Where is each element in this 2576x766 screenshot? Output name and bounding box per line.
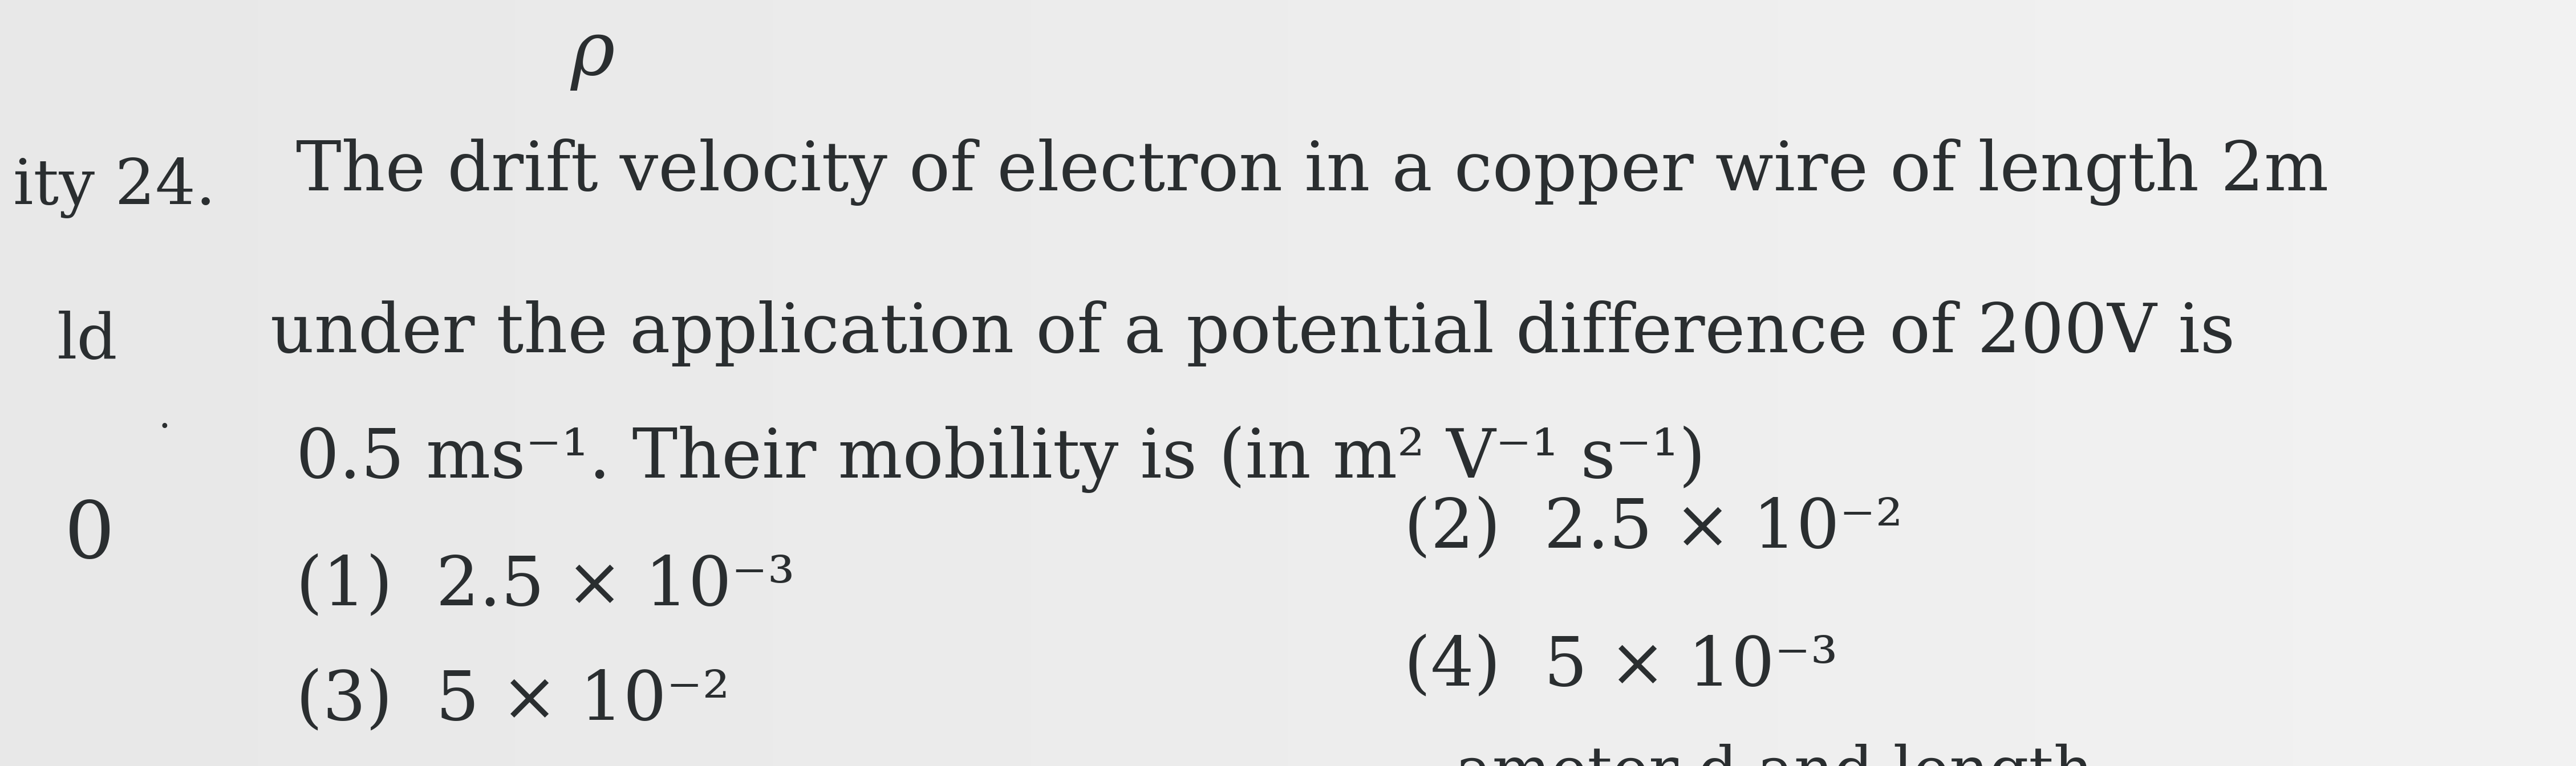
Text: (4)  5 × 10⁻³: (4) 5 × 10⁻³	[1404, 633, 1837, 699]
Text: ameter d and length: ameter d and length	[1455, 743, 2094, 766]
Text: (1)  2.5 × 10⁻³: (1) 2.5 × 10⁻³	[296, 553, 796, 619]
Text: 0: 0	[64, 498, 116, 574]
Text: (3)  5 × 10⁻²: (3) 5 × 10⁻²	[296, 668, 729, 734]
Text: 0.5 ms⁻¹. Their mobility is (in m² V⁻¹ s⁻¹): 0.5 ms⁻¹. Their mobility is (in m² V⁻¹ s…	[296, 426, 1705, 493]
Text: under the application of a potential difference of 200V is: under the application of a potential dif…	[270, 300, 2236, 366]
Text: ρ: ρ	[569, 17, 616, 90]
Text: (2)  2.5 × 10⁻²: (2) 2.5 × 10⁻²	[1404, 496, 1904, 561]
Text: ity 24.: ity 24.	[13, 157, 216, 218]
Text: The drift velocity of electron in a copper wire of length 2m: The drift velocity of electron in a copp…	[296, 139, 2329, 206]
Text: ld: ld	[57, 310, 118, 372]
